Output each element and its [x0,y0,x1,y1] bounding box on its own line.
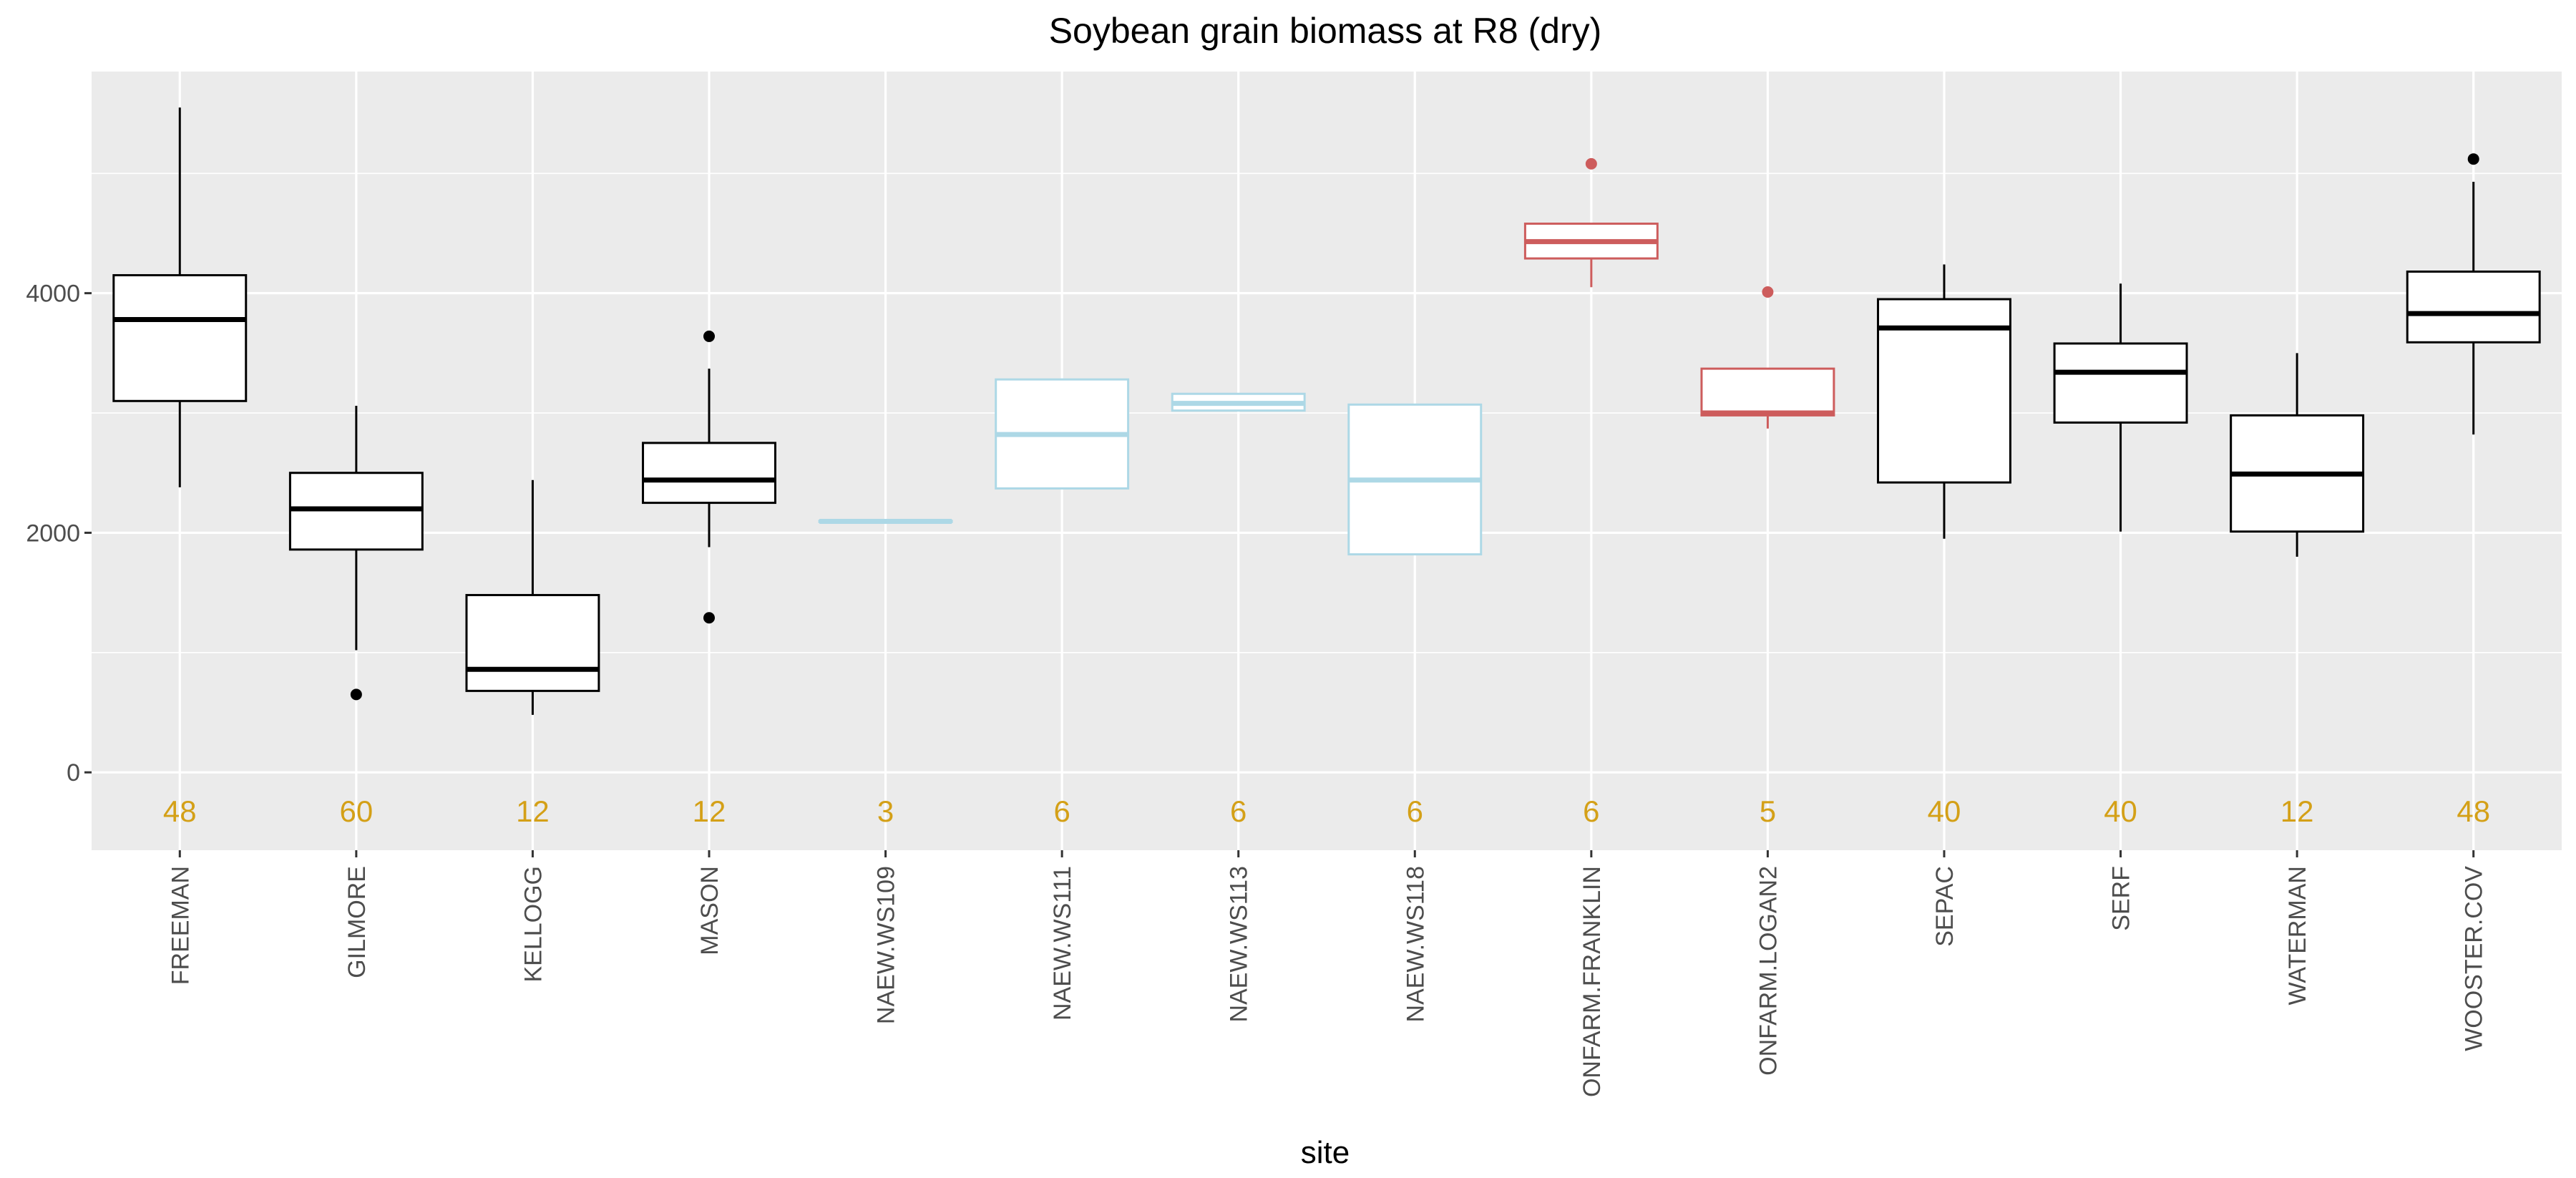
x-tick-label: NAEW.WS109 [873,866,900,1024]
iqr-box [2053,342,2188,424]
box-waterman [2230,353,2365,557]
box-naew-ws113 [1171,392,1306,412]
box-layer [112,107,2541,715]
y-tick-label: 4000 [26,281,80,308]
outlier-point [350,688,362,701]
box-naew-ws111 [995,378,1130,490]
x-axis: FREEMAN GILMORE KELLOGG MASON NAEW.WS109 NAEW… [167,850,2488,1097]
x-tick-label: NAEW.WS118 [1402,866,1429,1023]
y-tick-label: 2000 [26,520,80,547]
iqr-box [465,593,600,692]
count-label: 12 [2280,794,2314,828]
box-naew-ws118 [1347,403,1483,556]
box-kellogg [465,480,600,715]
count-label: 48 [163,794,197,828]
count-label: 60 [339,794,373,828]
x-tick-label: WATERMAN [2284,866,2311,1006]
box-mason [642,330,776,624]
iqr-box [112,274,248,402]
box-freeman [112,107,248,487]
x-tick-label: GILMORE [343,866,371,978]
x-tick-label: ONFARM.LOGAN2 [1755,866,1782,1076]
outlier-point [1585,157,1597,170]
x-tick-label: FREEMAN [167,866,194,985]
count-label: 48 [2457,794,2490,828]
count-label: 12 [516,794,550,828]
count-labels: 48 60 12 12 3 6 6 6 6 5 40 40 12 48 [163,794,2490,828]
plot-panel [92,72,2562,850]
iqr-box [2406,271,2541,344]
chart-title: Soybean grain biomass at R8 (dry) [1049,11,1602,51]
outlier-point [703,330,715,342]
box-wooster-cov [2406,153,2541,435]
box-naew-ws109 [818,519,953,525]
y-tick-label: 0 [67,759,80,787]
x-axis-title: site [1301,1135,1350,1170]
box-gilmore [288,406,424,701]
count-label: 5 [1760,794,1776,828]
outlier-point [2467,153,2479,165]
iqr-box [1700,367,1835,417]
x-tick-label: MASON [696,866,723,955]
y-axis: 0 2000 4000 [26,281,92,787]
count-label: 12 [693,794,726,828]
outlier-point [703,612,715,624]
x-tick-label: NAEW.WS111 [1049,866,1076,1021]
x-tick-label: ONFARM.FRANKLIN [1579,866,1606,1097]
x-tick-label: WOOSTER.COV [2461,866,2488,1051]
box-serf [2053,283,2188,532]
iqr-box [642,442,776,505]
count-label: 40 [2104,794,2137,828]
x-tick-label: NAEW.WS113 [1226,866,1253,1023]
count-label: 3 [877,794,894,828]
x-tick-label: SERF [2108,866,2135,931]
box-sepac [1877,264,2011,539]
count-label: 6 [1407,794,1423,828]
box-onfarm-franklin [1523,157,1659,288]
x-tick-label: SEPAC [1931,866,1958,947]
count-label: 40 [1928,794,1961,828]
box-onfarm-logan2 [1700,286,1835,429]
outlier-point [1762,286,1774,298]
count-label: 6 [1583,794,1599,828]
x-tick-label: KELLOGG [519,866,547,983]
count-label: 6 [1230,794,1246,828]
count-label: 6 [1053,794,1070,828]
